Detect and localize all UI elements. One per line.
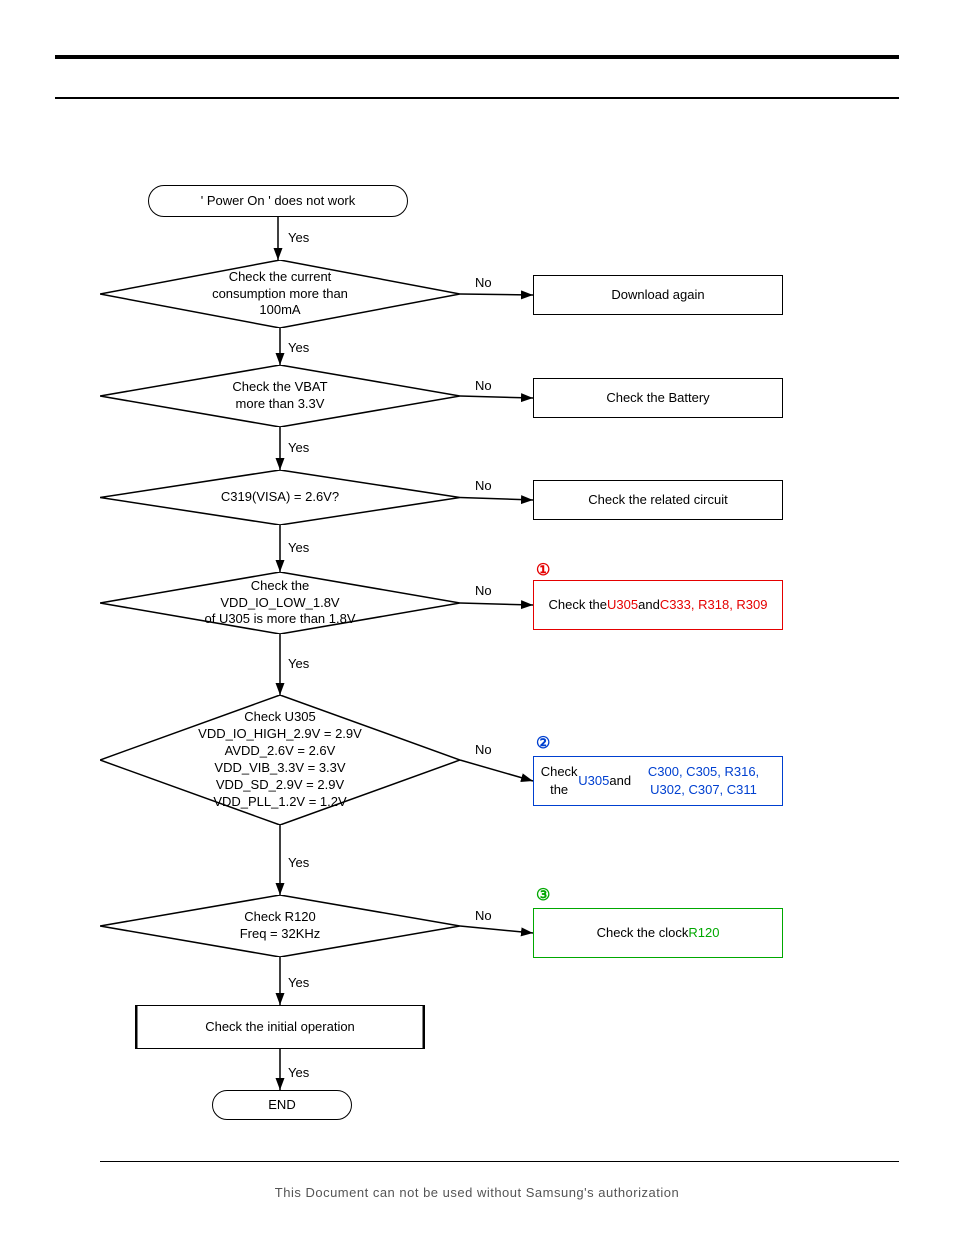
end-terminator: END: [212, 1090, 352, 1120]
page: ' Power On ' does not work Check the curr…: [0, 0, 954, 1235]
edge-label: Yes: [288, 855, 309, 870]
edge-label: Yes: [288, 230, 309, 245]
rule-bottom: [100, 1161, 899, 1162]
p7-process: Check the initial operation: [135, 1005, 425, 1049]
r6-process: Check the clock R120: [533, 908, 783, 958]
d1-decision: Check the currentconsumption more than10…: [100, 260, 460, 328]
r2-process: Check the Battery: [533, 378, 783, 418]
rule-top-thin: [55, 97, 899, 99]
d6-decision: Check R120Freq = 32KHz: [100, 895, 460, 957]
d2-decision: Check the VBATmore than 3.3V: [100, 365, 460, 427]
edge-label: Yes: [288, 975, 309, 990]
marker-②: ②: [536, 733, 550, 753]
marker-③: ③: [536, 885, 550, 905]
footer-text: This Document can not be used without Sa…: [0, 1185, 954, 1200]
r3-process: Check the related circuit: [533, 480, 783, 520]
r1-process: Download again: [533, 275, 783, 315]
d4-decision: Check theVDD_IO_LOW_1.8Vof U305 is more …: [100, 572, 460, 634]
edge-label: No: [475, 478, 492, 493]
r4-process: Check the U305 and C333, R318, R309: [533, 580, 783, 630]
edge-label: Yes: [288, 440, 309, 455]
d3-decision: C319(VISA) = 2.6V?: [100, 470, 460, 525]
start-terminator: ' Power On ' does not work: [148, 185, 408, 217]
edge-label: Yes: [288, 656, 309, 671]
edge-label: Yes: [288, 340, 309, 355]
marker-①: ①: [536, 560, 550, 580]
rule-top-thick: [55, 55, 899, 59]
edge-label: Yes: [288, 1065, 309, 1080]
r5-process: Check the U305 and C300, C305, R316, U30…: [533, 756, 783, 806]
edge-label: No: [475, 742, 492, 757]
edge-label: No: [475, 583, 492, 598]
edge-label: No: [475, 275, 492, 290]
edge-label: No: [475, 378, 492, 393]
edge-label: Yes: [288, 540, 309, 555]
edge-label: No: [475, 908, 492, 923]
d5-decision: Check U305VDD_IO_HIGH_2.9V = 2.9VAVDD_2.…: [100, 695, 460, 825]
